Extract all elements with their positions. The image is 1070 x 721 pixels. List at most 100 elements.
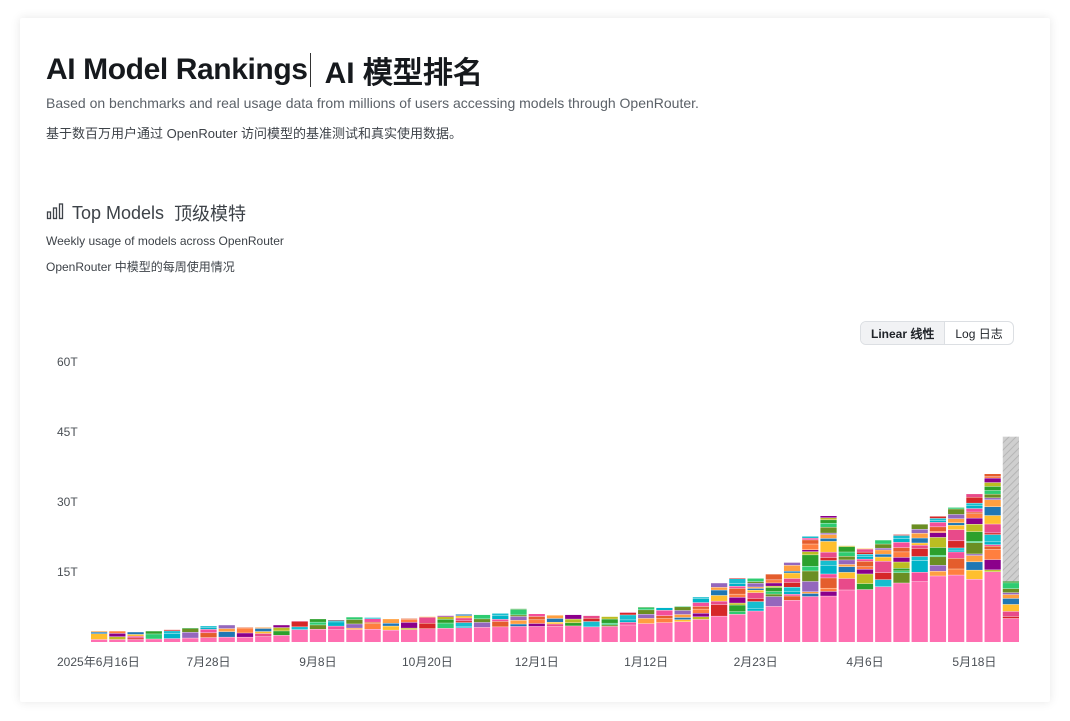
bar-segment <box>182 632 199 638</box>
bar-segment <box>747 601 764 609</box>
bar-stack[interactable] <box>346 617 363 642</box>
bar-segment <box>492 619 509 622</box>
bar-stack[interactable] <box>729 578 746 642</box>
bar-stack[interactable] <box>200 626 217 642</box>
bar-stack[interactable] <box>364 617 381 642</box>
bar-segment <box>984 498 1001 500</box>
partial-week-segment <box>1002 436 1019 582</box>
bar-segment <box>820 591 837 596</box>
bar-stack[interactable] <box>528 614 545 642</box>
bar-stack[interactable] <box>255 627 272 642</box>
bar-stack[interactable] <box>674 606 691 642</box>
bar-segment <box>364 623 381 629</box>
bar-stack[interactable] <box>838 545 855 642</box>
bar-segment <box>747 588 764 590</box>
bar-segment <box>783 587 801 592</box>
bar-stack[interactable] <box>820 516 837 642</box>
bar-stack[interactable] <box>911 524 928 642</box>
bar-segment <box>601 625 618 627</box>
bar-stack[interactable] <box>182 628 199 642</box>
bar-stack[interactable] <box>510 608 527 642</box>
bar-segment <box>765 574 782 580</box>
linear-scale-button[interactable]: Linear 线性 <box>861 322 945 344</box>
bar-stack[interactable] <box>309 619 327 642</box>
bar-segment <box>546 622 564 624</box>
bar-stack[interactable] <box>145 631 162 642</box>
bar-segment <box>619 620 637 623</box>
bar-stack[interactable] <box>419 616 436 642</box>
bar-segment <box>1002 594 1019 599</box>
bar-stack[interactable] <box>893 534 910 642</box>
bar-stack[interactable] <box>492 613 509 642</box>
bar-segment <box>875 561 892 573</box>
bar-segment <box>929 522 947 527</box>
bar-segment <box>328 629 345 642</box>
log-scale-button[interactable]: Log 日志 <box>944 322 1012 344</box>
x-tick-label: 5月18日 <box>952 655 996 669</box>
bar-stack[interactable] <box>546 615 564 642</box>
bar-segment <box>948 541 965 548</box>
bar-stack[interactable] <box>711 583 728 642</box>
bar-segment <box>182 628 199 633</box>
bar-segment <box>783 594 801 596</box>
bar-segment <box>601 619 618 623</box>
bar-stack[interactable] <box>382 619 399 642</box>
bar-stack[interactable] <box>638 607 655 642</box>
bar-stack[interactable] <box>984 474 1001 642</box>
bar-segment <box>820 588 837 592</box>
bar-stack[interactable] <box>783 562 801 642</box>
bar-stack[interactable] <box>929 516 947 642</box>
bar-stack[interactable] <box>656 607 673 642</box>
bar-segment <box>127 632 144 635</box>
bar-segment <box>674 621 691 642</box>
bar-stack[interactable] <box>948 507 965 642</box>
bar-segment <box>729 588 746 594</box>
bar-stack[interactable] <box>747 578 764 642</box>
bar-segment <box>802 540 819 544</box>
bar-segment <box>601 616 618 619</box>
bar-segment <box>966 513 983 518</box>
bar-stack[interactable] <box>619 612 637 642</box>
bar-stack[interactable] <box>109 631 126 642</box>
bar-segment <box>783 600 801 642</box>
bar-segment <box>948 550 965 552</box>
bar-stack[interactable] <box>127 632 144 642</box>
bar-segment <box>656 607 673 611</box>
bar-stack[interactable] <box>328 620 345 642</box>
bar-stack[interactable] <box>218 625 235 642</box>
bar-segment <box>401 618 418 620</box>
bar-stack[interactable] <box>875 540 892 642</box>
bar-stack[interactable] <box>802 536 819 642</box>
bar-segment <box>291 627 308 630</box>
bar-stack[interactable] <box>765 574 782 642</box>
bar-stack[interactable] <box>473 614 491 642</box>
bar-stack[interactable] <box>856 548 874 642</box>
bar-segment <box>583 627 600 642</box>
bar-stack[interactable] <box>236 627 254 642</box>
bar-segment <box>309 622 327 625</box>
bar-segment <box>401 629 418 642</box>
bar-stack[interactable] <box>583 615 600 642</box>
bar-stack[interactable] <box>565 614 582 642</box>
bar-segment <box>966 505 983 509</box>
bar-segment <box>309 629 327 642</box>
bar-stack[interactable] <box>91 631 108 642</box>
bar-segment <box>765 580 782 583</box>
bar-segment <box>966 555 983 562</box>
bar-stack[interactable] <box>966 494 983 642</box>
bar-segment <box>91 633 108 640</box>
bar-segment <box>893 571 910 573</box>
bar-stack[interactable] <box>455 614 472 642</box>
bar-stack[interactable] <box>163 629 181 642</box>
bar-segment <box>255 628 272 632</box>
bar-stack[interactable] <box>601 616 618 642</box>
bar-stack[interactable] <box>273 625 290 642</box>
bar-stack[interactable] <box>437 615 454 642</box>
bar-segment <box>856 556 874 559</box>
bar-stack[interactable] <box>291 621 308 642</box>
bar-segment <box>984 490 1001 494</box>
bar-stack[interactable] <box>401 618 418 642</box>
bar-stack[interactable] <box>692 597 709 642</box>
bar-stack[interactable] <box>1002 436 1019 642</box>
bar-segment <box>893 535 910 539</box>
